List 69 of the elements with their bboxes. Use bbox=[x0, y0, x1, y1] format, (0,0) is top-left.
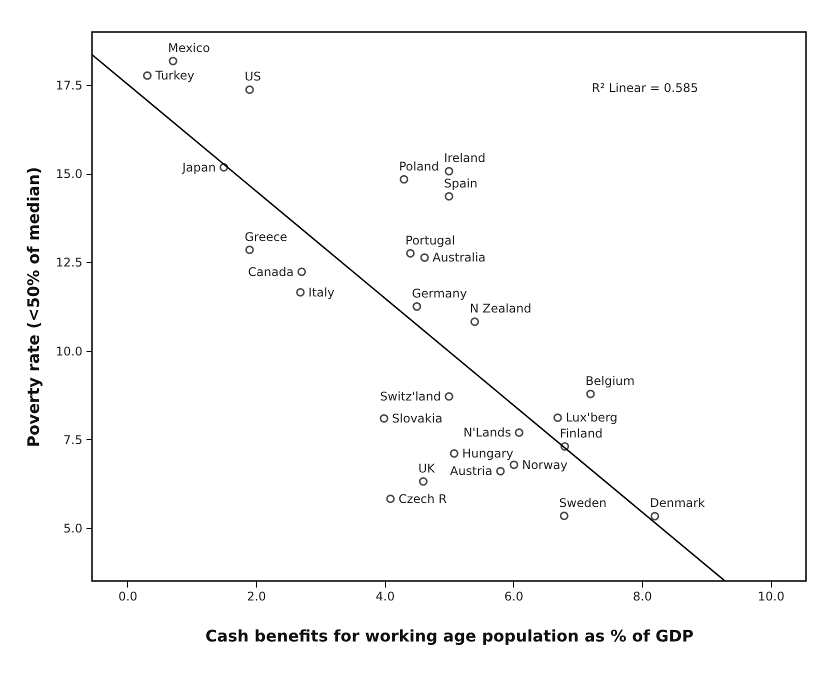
point bbox=[400, 175, 408, 184]
y-tick-label: 12.5 bbox=[56, 256, 82, 270]
point bbox=[406, 249, 415, 258]
annotation: US bbox=[244, 70, 261, 84]
point bbox=[444, 166, 454, 176]
y-tick-label: 7.5 bbox=[63, 432, 82, 447]
annotation: R² Linear = 0.585 bbox=[592, 81, 698, 95]
point bbox=[297, 267, 306, 276]
annotation: Denmark bbox=[650, 496, 706, 510]
x-tick-label: 6.0 bbox=[504, 590, 524, 604]
point bbox=[142, 71, 152, 80]
annotation: Sweden bbox=[559, 496, 607, 510]
annotation: Portugal bbox=[405, 233, 456, 248]
point bbox=[245, 246, 254, 254]
annotation: Greece bbox=[244, 230, 288, 244]
annotation: UK bbox=[418, 461, 436, 476]
annotation: Norway bbox=[522, 458, 568, 472]
point bbox=[386, 494, 395, 504]
x-tick-label: 2.0 bbox=[246, 590, 266, 604]
point bbox=[418, 477, 428, 486]
annotation: Austria bbox=[450, 464, 492, 478]
point bbox=[245, 85, 254, 94]
annotation: Turkey bbox=[154, 68, 194, 83]
annotation: Mexico bbox=[168, 41, 210, 56]
point bbox=[168, 56, 178, 66]
annotation: Czech R bbox=[398, 492, 447, 506]
point bbox=[444, 392, 454, 401]
point bbox=[496, 466, 505, 476]
annotation: Australia bbox=[432, 250, 486, 265]
point bbox=[380, 414, 388, 423]
x-tick-label: 10.0 bbox=[758, 590, 784, 604]
annotation: Hungary bbox=[462, 446, 514, 460]
annotation: Lux'berg bbox=[566, 410, 618, 425]
y-tick-label: 15.0 bbox=[56, 167, 82, 182]
point bbox=[412, 302, 422, 311]
annotation: Canada bbox=[248, 264, 294, 279]
y-tick-label: 5.0 bbox=[63, 521, 82, 536]
y-axis-title: Poverty rate (<50% of median) bbox=[24, 166, 43, 448]
annotation: Slovakia bbox=[392, 411, 442, 426]
annotation: N Zealand bbox=[470, 302, 532, 316]
annotation: Switz'land bbox=[380, 389, 441, 404]
point bbox=[470, 317, 480, 326]
x-tick-label: 4.0 bbox=[376, 590, 395, 604]
annotation: Poland bbox=[398, 159, 440, 174]
annotation: Italy bbox=[308, 285, 334, 300]
annotation: N'Lands bbox=[463, 426, 512, 440]
point bbox=[514, 428, 524, 437]
annotation: Germany bbox=[412, 286, 467, 300]
annotation: Spain bbox=[444, 176, 478, 190]
point bbox=[650, 512, 660, 521]
point bbox=[586, 390, 595, 398]
annotation: Finland bbox=[560, 426, 603, 440]
x-axis-title: Cash benefits for working age population as % of GDP bbox=[205, 626, 694, 646]
x-tick-label: 0.0 bbox=[118, 590, 138, 604]
x-tick-label: 8.0 bbox=[632, 590, 652, 604]
point bbox=[553, 413, 562, 422]
point bbox=[420, 253, 429, 262]
point bbox=[444, 192, 454, 201]
point bbox=[510, 460, 518, 470]
point bbox=[296, 288, 305, 297]
point bbox=[450, 449, 458, 458]
point bbox=[220, 162, 228, 172]
point bbox=[560, 442, 570, 451]
y-tick-label: 17.5 bbox=[56, 78, 82, 93]
annotation: Belgium bbox=[586, 374, 635, 388]
annotation: Japan bbox=[181, 160, 216, 174]
point bbox=[560, 511, 568, 520]
y-tick-label: 10.0 bbox=[56, 344, 82, 358]
annotation: Ireland bbox=[444, 151, 486, 166]
